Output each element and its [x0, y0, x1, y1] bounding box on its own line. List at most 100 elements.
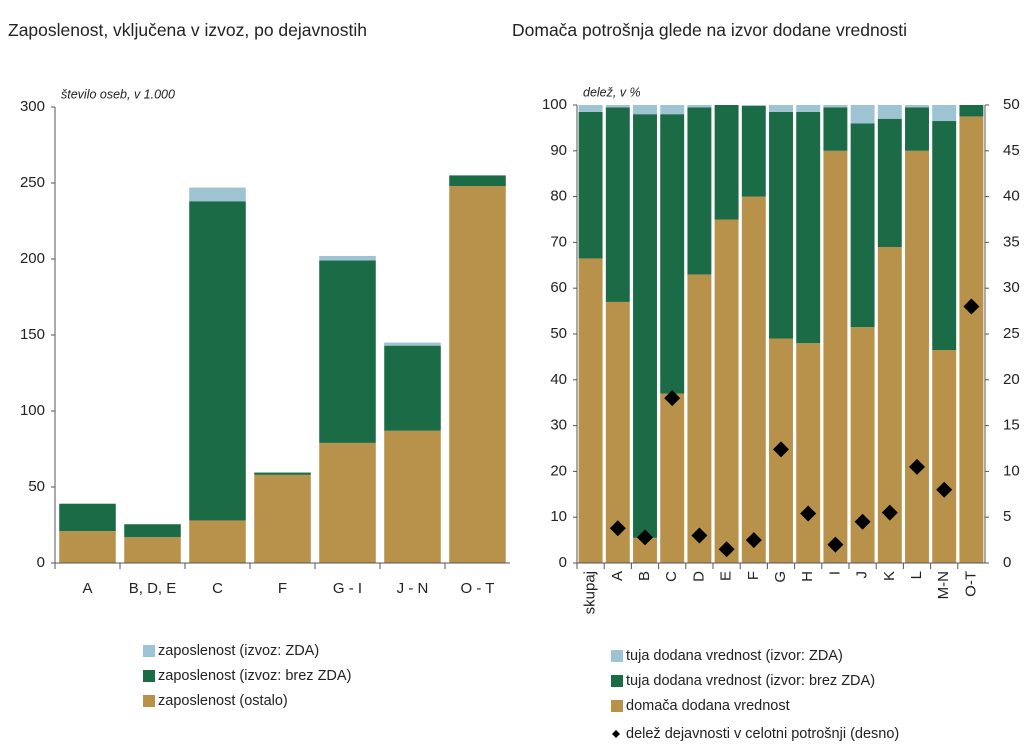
bar-segment — [796, 111, 821, 344]
bar-segment — [714, 105, 739, 220]
legend-label: domača dodana vrednost — [626, 698, 790, 714]
bar-segment — [59, 531, 116, 563]
bar-segment — [741, 105, 766, 106]
legend-label: zaposlenost (izvoz: brez ZDA) — [158, 668, 351, 684]
bar-segment — [189, 520, 246, 563]
x-tick-label: B, D, E — [129, 580, 177, 597]
x-tick-label: F — [278, 580, 287, 597]
bar-segment — [769, 105, 793, 112]
x-tick-label: C — [663, 571, 680, 582]
legend-swatch — [611, 675, 623, 687]
y-axis-unit: delež, v % — [583, 85, 641, 99]
bar-segment — [319, 260, 376, 443]
y-tick-label: 150 — [20, 326, 45, 343]
bar-segment — [796, 343, 821, 563]
bar-segment — [578, 105, 603, 112]
legend-label: tuja dodana vrednost (izvor: brez ZDA) — [626, 673, 875, 689]
y2-tick-label: 15 — [1003, 417, 1020, 434]
y-tick-label: 50 — [28, 478, 45, 495]
bar-segment — [189, 187, 246, 202]
x-tick-label: skupaj — [582, 571, 599, 614]
chart-title: Domača potrošnja glede na izvor dodane v… — [512, 20, 907, 40]
y2-tick-label: 30 — [1003, 279, 1020, 296]
diamond-marker — [691, 527, 708, 544]
y2-tick-label: 45 — [1003, 142, 1020, 159]
bar-segment — [633, 537, 657, 563]
x-tick-label: O - T — [461, 580, 495, 597]
y-tick-label: 30 — [550, 417, 567, 434]
bar-segment — [660, 114, 685, 394]
diamond-marker — [609, 520, 626, 537]
x-tick-label: G - I — [333, 580, 362, 597]
legend-label: zaposlenost (izvoz: ZDA) — [158, 643, 319, 659]
legend-label: tuja dodana vrednost (izvor: ZDA) — [626, 648, 843, 664]
bar-segment — [823, 150, 848, 564]
diamond-marker — [936, 481, 953, 498]
legend-label: delež dejavnosti v celotni potrošnji (de… — [626, 726, 899, 742]
bar-segment — [449, 175, 506, 187]
diamond-marker — [909, 458, 925, 475]
bar-segment — [254, 474, 311, 563]
x-tick-label: D — [690, 571, 707, 582]
x-tick-label: H — [799, 571, 816, 582]
y-tick-label: 40 — [550, 371, 567, 388]
bar-segment — [59, 503, 116, 532]
bar-segment — [633, 105, 657, 115]
x-tick-label: C — [212, 580, 223, 597]
bar-segment — [384, 345, 441, 431]
bar-segment — [189, 201, 246, 521]
bar-segment — [850, 105, 875, 124]
x-tick-label: I — [826, 571, 843, 575]
bar-segment — [741, 196, 766, 563]
legend-swatch — [611, 650, 623, 662]
legend-marker — [612, 730, 620, 738]
bar-segment — [932, 105, 957, 122]
x-tick-label: O-T — [962, 571, 979, 597]
bar-segment — [714, 219, 739, 563]
bar-segment — [905, 105, 929, 108]
legend-swatch — [143, 645, 155, 657]
x-tick-label: L — [908, 571, 925, 579]
y-tick-label: 10 — [550, 508, 567, 525]
diamond-marker — [881, 504, 898, 521]
y-tick-label: 300 — [20, 98, 45, 115]
legend-swatch — [611, 700, 623, 712]
diamond-marker — [637, 529, 653, 546]
diamond-marker — [718, 541, 735, 558]
y2-tick-label: 35 — [1003, 233, 1020, 250]
diamond-marker — [800, 505, 817, 522]
bar-segment — [605, 301, 630, 563]
y2-tick-label: 25 — [1003, 325, 1020, 342]
bar-segment — [124, 537, 181, 563]
x-tick-label: J — [854, 571, 871, 579]
diamond-marker — [745, 532, 762, 549]
bar-segment — [124, 524, 181, 538]
y-tick-label: 200 — [20, 250, 45, 267]
bar-segment — [384, 342, 441, 346]
bar-segment — [932, 350, 957, 563]
y2-tick-label: 20 — [1003, 371, 1020, 388]
x-tick-label: K — [881, 571, 898, 581]
x-tick-label: M-N — [935, 571, 952, 599]
diamond-marker — [963, 298, 980, 315]
bar-segment — [687, 105, 712, 108]
diamond-marker — [854, 513, 871, 530]
bar-segment — [823, 107, 848, 151]
diamond-marker — [664, 390, 681, 407]
y-tick-label: 250 — [20, 174, 45, 191]
bar-segment — [769, 111, 793, 339]
y-tick-label: 100 — [20, 402, 45, 419]
bar-segment — [449, 186, 506, 564]
bar-segment — [877, 246, 902, 564]
bar-segment — [905, 150, 929, 564]
y-tick-label: 50 — [550, 325, 567, 342]
y2-tick-label: 10 — [1003, 462, 1020, 479]
y2-tick-label: 50 — [1003, 96, 1020, 113]
bar-segment — [384, 430, 441, 563]
y-axis-unit: število oseb, v 1.000 — [61, 87, 175, 101]
y2-tick-label: 40 — [1003, 188, 1020, 205]
bar-segment — [850, 123, 875, 328]
bar-segment — [796, 105, 821, 112]
